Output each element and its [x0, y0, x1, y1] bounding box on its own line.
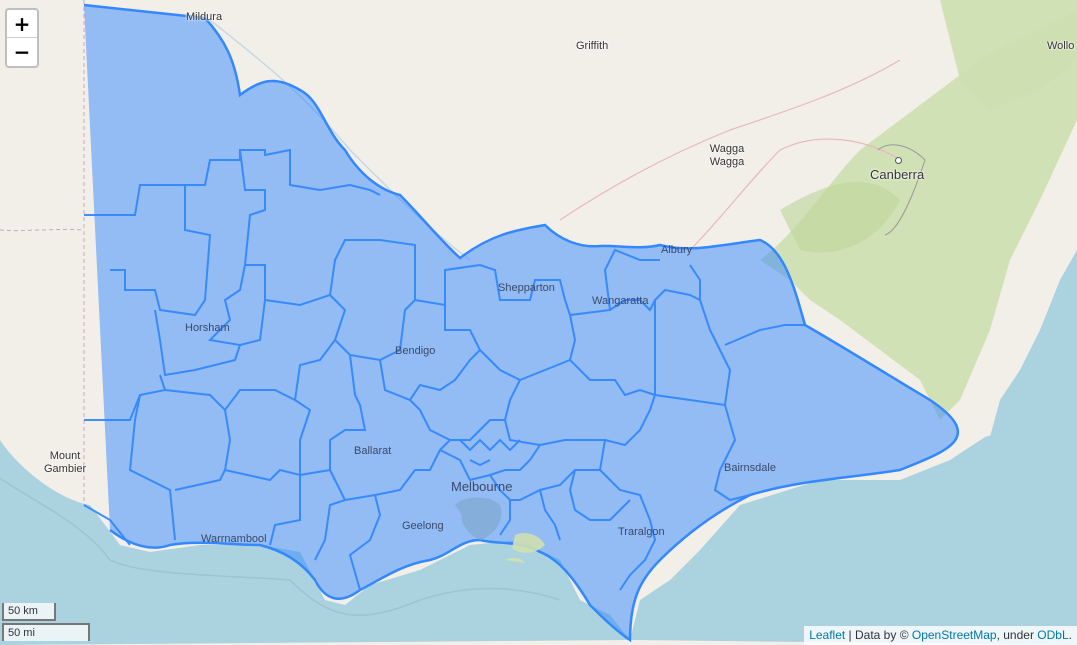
place-label-wangaratta: Wangaratta: [592, 295, 649, 307]
place-label-bairnsdale: Bairnsdale: [724, 462, 776, 474]
place-label-griffith: Griffith: [576, 40, 609, 52]
zoom-control: + −: [5, 8, 39, 68]
attribution: Leaflet | Data by © OpenStreetMap, under…: [804, 626, 1077, 645]
place-label-ballarat: Ballarat: [354, 445, 392, 457]
victoria-overlay: [83, 3, 960, 643]
sea-area: [0, 330, 1077, 645]
canberra-marker: [895, 157, 902, 164]
place-label-melbourne: Melbourne: [451, 479, 513, 494]
scale-bar: 50 km 50 mi: [2, 603, 90, 641]
place-label-bendigo: Bendigo: [395, 345, 436, 357]
place-label-canberra: Canberra: [870, 167, 925, 182]
place-label-wagga-wagga: Wagga Wagga: [709, 143, 745, 168]
western-port: [512, 533, 545, 553]
sea-contour: [0, 477, 561, 616]
scale-km-label: 50 km: [2, 603, 56, 621]
act-border: [877, 144, 926, 236]
forest-area: [760, 10, 1077, 420]
place-label-albury: Albury: [661, 244, 693, 256]
attribution-text-3: .: [1068, 628, 1072, 642]
place-label-horsham: Horsham: [185, 322, 230, 334]
forest-area-2: [940, 0, 1077, 110]
road-2: [689, 138, 901, 251]
place-label-wollo: Wollo: [1047, 40, 1075, 52]
place-label-warrnambool: Warrnambool: [201, 533, 267, 545]
osm-link[interactable]: OpenStreetMap: [911, 628, 997, 642]
place-label-shepparton: Shepparton: [498, 282, 555, 294]
attribution-text-1: | Data by ©: [845, 628, 912, 642]
phillip-island: [505, 557, 525, 563]
place-label-geelong: Geelong: [402, 520, 444, 532]
place-label-mildura: Mildura: [186, 11, 223, 23]
forest-area-3: [780, 181, 900, 253]
leaflet-link[interactable]: Leaflet: [809, 628, 846, 642]
region-borders: [83, 148, 805, 591]
sea-east: [990, 250, 1077, 437]
port-phillip-bay: [455, 497, 502, 540]
state-border: [0, 0, 85, 505]
zoom-in-button[interactable]: +: [7, 10, 37, 38]
zoom-out-button[interactable]: −: [7, 38, 37, 66]
odbl-link[interactable]: ODbL: [1037, 628, 1069, 642]
place-label-traralgon: Traralgon: [618, 526, 665, 538]
road: [559, 59, 901, 221]
scale-mi-label: 50 mi: [2, 623, 90, 641]
attribution-text-2: , under: [996, 628, 1038, 642]
place-label-mount-gambier: Mount Gambier: [44, 450, 87, 475]
